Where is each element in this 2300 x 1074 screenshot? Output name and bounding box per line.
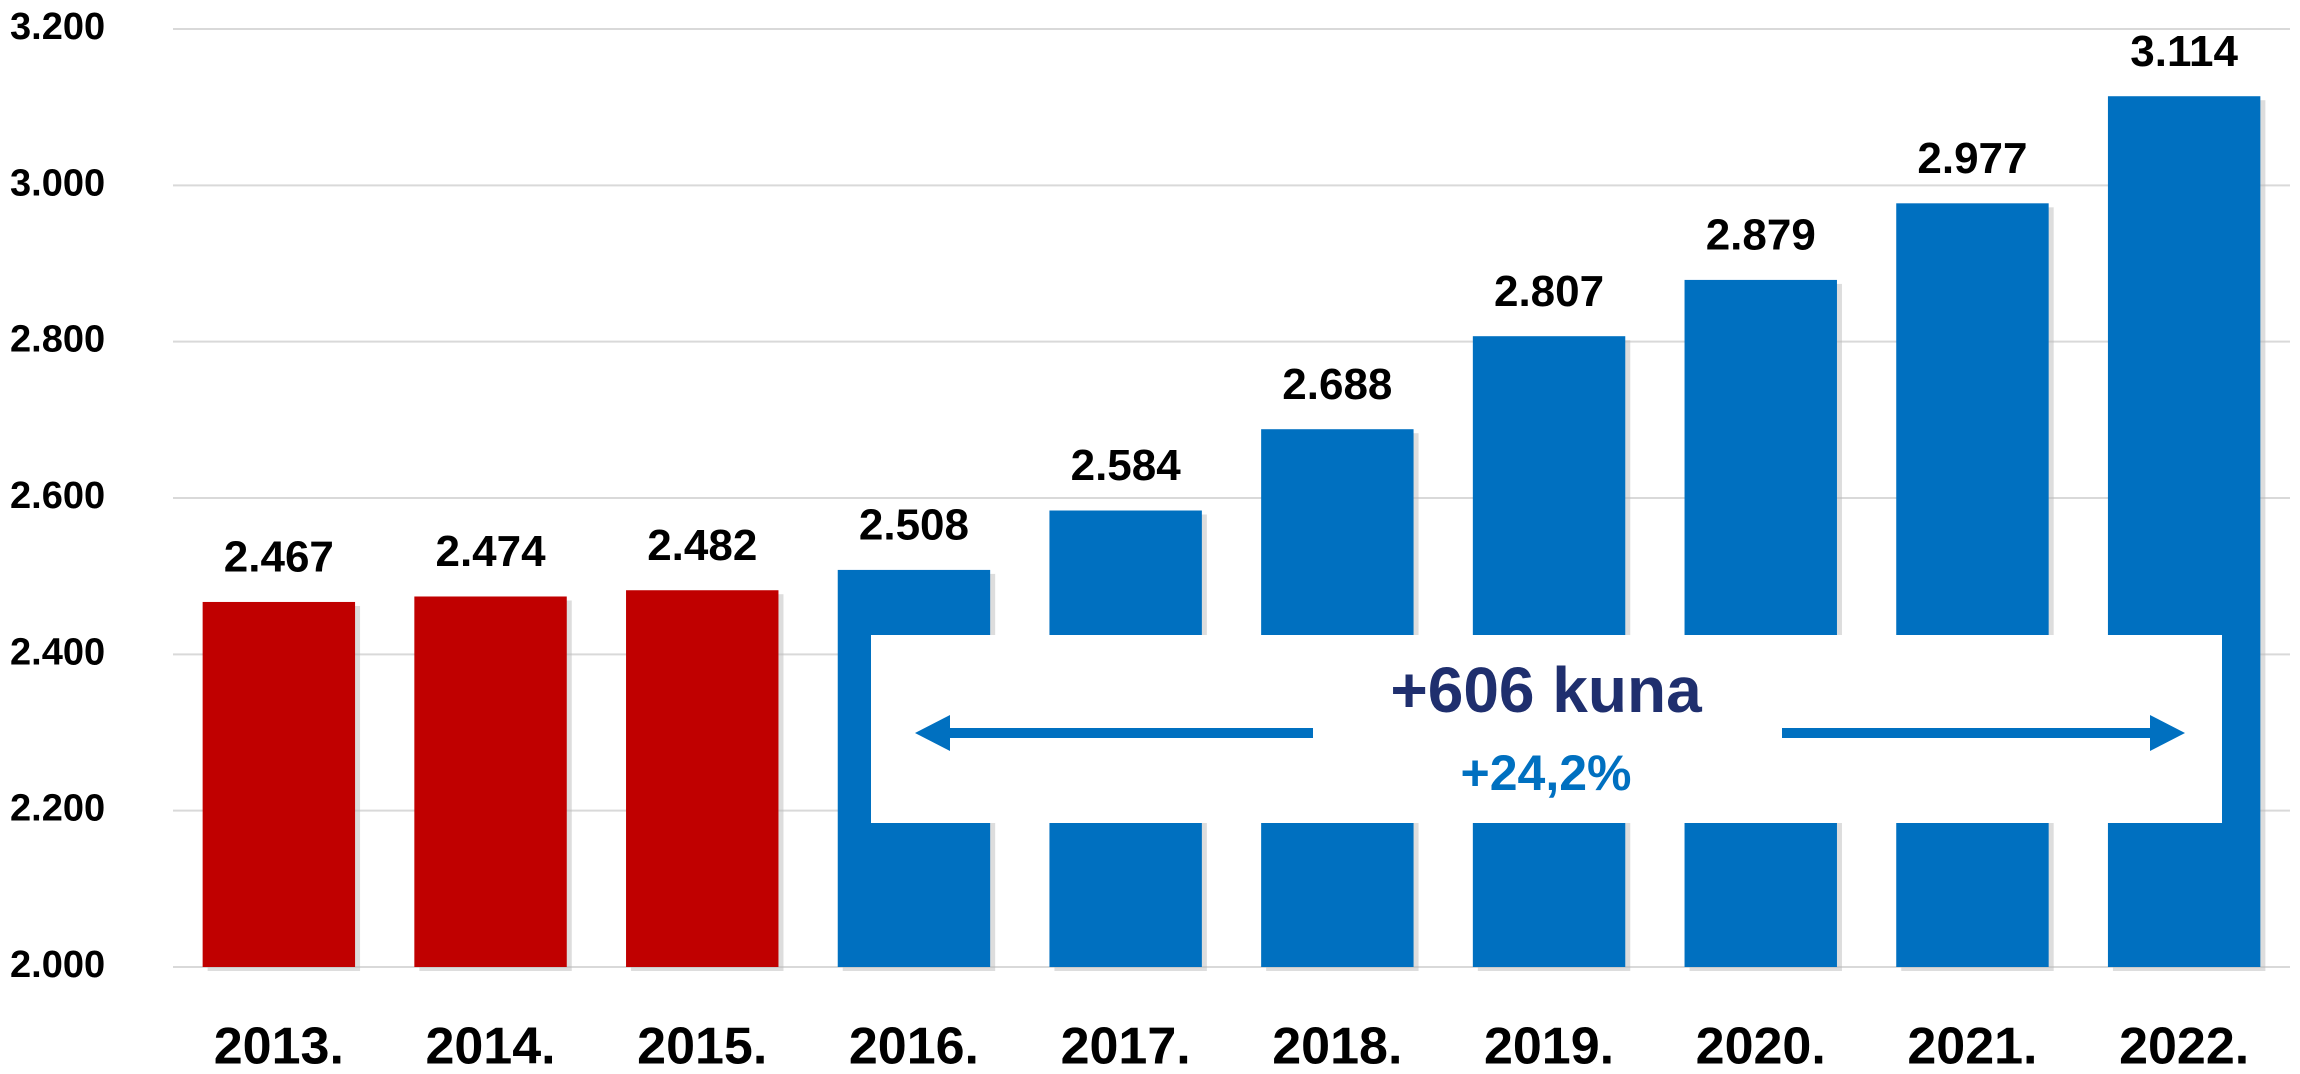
- x-tick-label: 2014.: [425, 1018, 555, 1074]
- y-tick-label: 2.200: [10, 788, 105, 830]
- x-tick-label: 2013.: [214, 1018, 344, 1074]
- x-tick-label: 2016.: [849, 1018, 979, 1074]
- value-label: 2.508: [859, 501, 969, 550]
- x-tick-label: 2018.: [1272, 1018, 1402, 1074]
- y-tick-label: 2.800: [10, 319, 105, 361]
- y-tick-label: 3.200: [10, 6, 105, 48]
- annotation-amount: +606 kuna: [1390, 654, 1702, 726]
- bar: [1684, 279, 1837, 967]
- annotation-percent: +24,2%: [1461, 745, 1632, 801]
- value-label: 2.977: [1917, 134, 2027, 183]
- value-label: 2.879: [1706, 211, 1816, 260]
- x-tick-label: 2020.: [1696, 1018, 1826, 1074]
- x-tick-label: 2017.: [1061, 1018, 1191, 1074]
- x-tick-label: 2022.: [2119, 1018, 2249, 1074]
- bar: [414, 596, 567, 967]
- value-label: 3.114: [2130, 27, 2238, 76]
- bar: [626, 590, 779, 967]
- bar: [2107, 96, 2261, 968]
- bar: [202, 601, 356, 967]
- arrow-head-left: [915, 715, 950, 751]
- value-label: 2.482: [647, 521, 757, 570]
- y-tick-label: 2.000: [10, 944, 105, 986]
- x-tick-label: 2021.: [1907, 1018, 2037, 1074]
- value-label: 2.584: [1071, 441, 1182, 490]
- value-label: 2.474: [435, 527, 546, 576]
- value-label: 2.807: [1494, 267, 1604, 316]
- y-tick-label: 3.000: [10, 162, 105, 204]
- annotation: +606 kuna +24,2%: [871, 635, 2222, 823]
- arrow-head-right: [2150, 715, 2185, 751]
- bars: 2013. 2.467 2014. 2.474 2015. 2.482 2016. 2.508…: [202, 27, 2266, 1074]
- bar: [1896, 203, 2049, 968]
- x-tick-label: 2019.: [1484, 1018, 1614, 1074]
- y-tick-label: 2.400: [10, 631, 105, 673]
- value-label: 2.467: [224, 533, 334, 582]
- value-label: 2.688: [1282, 360, 1392, 409]
- x-tick-label: 2015.: [637, 1018, 767, 1074]
- y-tick-label: 2.600: [10, 475, 105, 517]
